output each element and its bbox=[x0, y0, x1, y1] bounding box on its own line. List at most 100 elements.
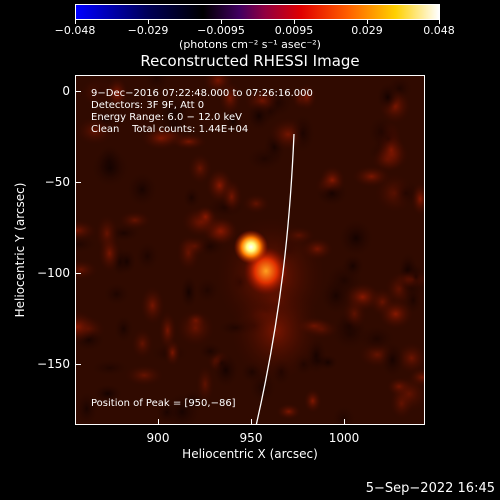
texture-blob bbox=[93, 384, 123, 404]
texture-blob bbox=[91, 148, 130, 188]
texture-blob bbox=[113, 315, 134, 343]
texture-blob bbox=[411, 182, 424, 216]
texture-blob bbox=[380, 341, 405, 379]
texture-blob bbox=[76, 235, 98, 253]
colorbar-tick-label: −0.048 bbox=[54, 24, 96, 37]
colorbar-tick-label: 0.048 bbox=[423, 24, 455, 37]
peak-source bbox=[234, 230, 268, 264]
colorbar-tick-mark bbox=[367, 20, 368, 24]
x-tick-mark bbox=[251, 419, 252, 425]
y-tick-mark bbox=[75, 182, 81, 183]
texture-blob bbox=[218, 81, 242, 116]
texture-blob bbox=[212, 352, 239, 388]
x-tick-mark bbox=[344, 419, 345, 425]
y-tick-mark bbox=[75, 364, 81, 365]
colorbar-units: (photons cm⁻² s⁻¹ asec⁻²) bbox=[179, 38, 321, 51]
texture-blob bbox=[98, 234, 121, 273]
timestamp-footer: 5−Sep−2022 16:45 bbox=[365, 481, 495, 496]
colorbar-tick-label: −0.029 bbox=[127, 24, 169, 37]
y-tick-label: 0 bbox=[62, 84, 70, 98]
texture-blob bbox=[176, 234, 201, 272]
colorbar bbox=[75, 4, 440, 20]
y-tick-label: −100 bbox=[37, 266, 70, 280]
texture-blob bbox=[90, 359, 130, 377]
texture-blob bbox=[331, 405, 356, 424]
texture-blob bbox=[338, 219, 374, 257]
annotation-time-range: 9−Dec−2016 07:22:48.000 to 07:26:16.000 bbox=[91, 88, 313, 99]
texture-blob bbox=[342, 297, 367, 331]
y-axis-label: Heliocentric Y (arcsec) bbox=[13, 182, 27, 318]
x-tick-mark bbox=[158, 419, 159, 425]
texture-blob bbox=[117, 248, 137, 275]
texture-blob bbox=[106, 77, 128, 110]
colorbar-tick-label: −0.0095 bbox=[197, 24, 245, 37]
texture-blob bbox=[135, 241, 160, 271]
texture-blob bbox=[76, 220, 98, 241]
texture-blob bbox=[103, 282, 130, 306]
y-tick-label: −50 bbox=[44, 175, 70, 189]
texture-blob bbox=[195, 205, 216, 229]
texture-blob bbox=[242, 193, 270, 214]
texture-blob bbox=[124, 364, 164, 386]
colorbar-tick-mark bbox=[75, 20, 76, 24]
colorbar-tick-mark bbox=[148, 20, 149, 24]
colorbar-tick-mark bbox=[221, 20, 222, 24]
texture-blob bbox=[378, 298, 414, 330]
texture-blob bbox=[246, 101, 272, 132]
texture-blob bbox=[180, 275, 198, 310]
texture-blob bbox=[182, 186, 201, 209]
texture-blob bbox=[389, 375, 424, 413]
texture-blob bbox=[118, 211, 152, 230]
texture-blob bbox=[143, 76, 170, 93]
texture-blob bbox=[315, 180, 348, 207]
annotation-energy-range: Energy Range: 6.0 − 12.0 keV bbox=[91, 112, 242, 123]
background-texture bbox=[76, 76, 424, 424]
texture-blob bbox=[76, 259, 98, 280]
texture-blob bbox=[376, 82, 399, 112]
y-tick-mark bbox=[75, 91, 81, 92]
y-tick-label: −150 bbox=[37, 357, 70, 371]
texture-blob bbox=[291, 113, 315, 153]
colorbar-tick-label: 0.0095 bbox=[274, 24, 314, 37]
texture-blob bbox=[198, 342, 223, 361]
texture-blob bbox=[140, 286, 165, 325]
texture-blob bbox=[158, 311, 177, 350]
x-tick-label: 950 bbox=[239, 431, 263, 445]
texture-blob bbox=[157, 114, 192, 139]
annotation-clean-counts: Clean Total counts: 1.44E+04 bbox=[91, 124, 249, 135]
y-tick-mark bbox=[75, 273, 81, 274]
texture-blob bbox=[245, 146, 284, 171]
colorbar-tick-label: 0.029 bbox=[351, 24, 383, 37]
texture-blob bbox=[352, 165, 391, 188]
texture-blob bbox=[195, 277, 220, 304]
x-tick-label: 1000 bbox=[328, 431, 360, 445]
annotation-peak-position: Position of Peak = [950,−86] bbox=[91, 398, 236, 409]
rhessi-map bbox=[76, 76, 424, 424]
rhessi-image: 9−Dec−2016 07:22:48.000 to 07:26:16.000 … bbox=[75, 75, 425, 425]
x-tick-label: 900 bbox=[146, 431, 170, 445]
texture-blob bbox=[296, 83, 317, 111]
annotation-detectors: Detectors: 3F 9F, Att 0 bbox=[91, 100, 205, 111]
texture-blob bbox=[195, 365, 215, 403]
texture-blob bbox=[176, 309, 215, 347]
texture-blob bbox=[276, 403, 302, 420]
colorbar-tick-mark bbox=[439, 20, 440, 24]
texture-blob bbox=[126, 172, 158, 207]
texture-blob bbox=[76, 116, 114, 146]
solar-limb bbox=[255, 133, 295, 424]
colorbar-tick-mark bbox=[294, 20, 295, 24]
texture-blob bbox=[88, 79, 113, 106]
texture-blob bbox=[221, 179, 243, 215]
texture-blob bbox=[303, 388, 322, 413]
texture-blob bbox=[377, 130, 405, 170]
texture-blob bbox=[188, 153, 212, 184]
x-axis-label: Heliocentric X (arcsec) bbox=[182, 447, 318, 461]
texture-blob bbox=[194, 236, 225, 257]
texture-blob bbox=[76, 310, 97, 343]
texture-blob bbox=[182, 390, 204, 412]
image-title: Reconstructed RHESSI Image bbox=[140, 52, 360, 70]
texture-blob bbox=[76, 391, 98, 424]
texture-blob bbox=[320, 277, 352, 315]
texture-blob bbox=[406, 262, 424, 292]
texture-blob bbox=[131, 328, 154, 359]
